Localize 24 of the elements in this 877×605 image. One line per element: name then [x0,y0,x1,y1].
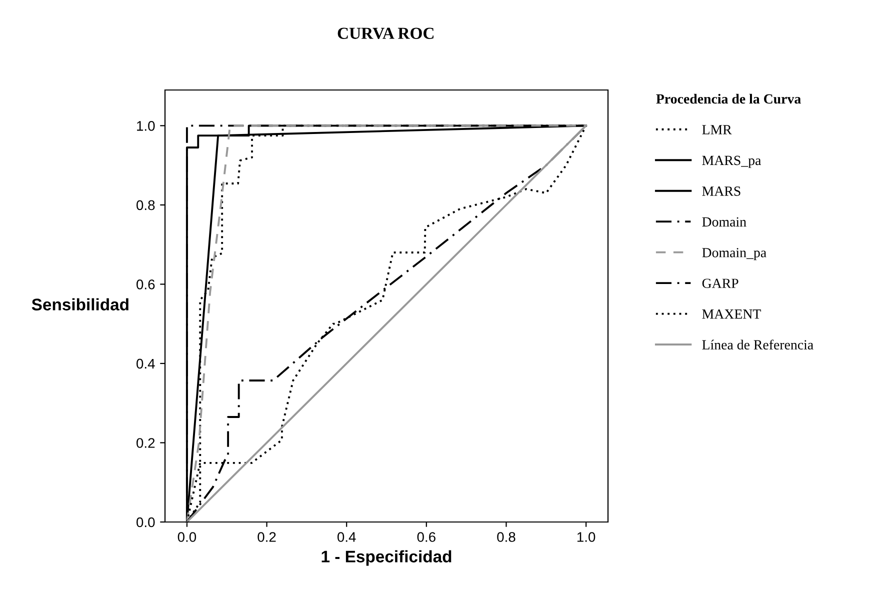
legend-label: MARS_pa [702,156,762,168]
legend-label: Línea de Referencia [702,340,814,350]
x-tick-label: 0.8 [497,532,516,542]
chart-title: CURVA ROC [338,28,434,40]
x-tick-label: 1.0 [577,532,596,542]
x-tick-label: 0.0 [178,532,196,542]
x-axis-title: 1 - Especificidad [322,550,452,566]
legend-label: MARS [702,186,740,196]
legend-label: LMR [702,125,732,134]
y-tick-label: 0.0 [136,517,155,528]
legend-label: GARP [702,278,738,288]
x-tick-label: 0.4 [337,532,356,542]
legend-title: Procedencia de la Curva [656,94,801,104]
legend-label: Domain_pa [702,248,766,260]
y-tick-label: 1.0 [137,121,155,131]
legend-label: Domain [702,217,746,227]
y-axis-title: Sensibilidad [32,298,128,310]
x-tick-label: 0.2 [258,532,276,542]
y-tick-label: 0.6 [136,280,155,290]
y-tick-label: 0.2 [136,438,155,448]
y-tick-label: 0.4 [136,358,155,369]
x-tick-label: 0.6 [417,532,436,542]
legend-label: MAXENT [702,309,761,319]
y-tick-label: 0.8 [136,200,155,210]
